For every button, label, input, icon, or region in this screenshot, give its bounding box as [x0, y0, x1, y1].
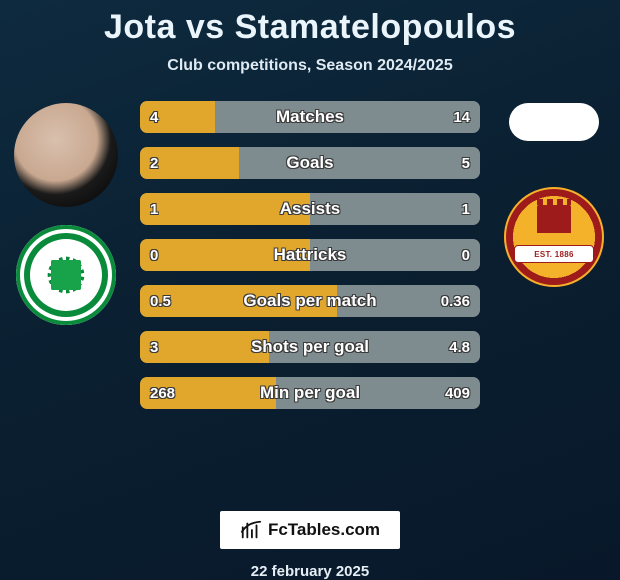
page-root: Jota vs Stamatelopoulos Club competition…	[0, 0, 620, 580]
clover-icon	[51, 260, 81, 290]
left-club-badge	[16, 225, 116, 325]
bar-right	[215, 101, 480, 133]
page-title: Jota vs Stamatelopoulos	[104, 8, 516, 47]
stat-value-right: 5	[452, 147, 480, 179]
stat-bars: 414Matches25Goals11Assists00Hattricks0.5…	[140, 101, 480, 409]
stat-value-left: 2	[140, 147, 168, 179]
tower-icon	[537, 205, 571, 233]
left-player-avatar	[14, 103, 118, 207]
stat-value-left: 0	[140, 239, 168, 271]
stat-row: 11Assists	[140, 193, 480, 225]
stat-value-left: 1	[140, 193, 168, 225]
brand-badge[interactable]: FcTables.com	[220, 511, 400, 549]
stat-value-right: 1	[452, 193, 480, 225]
stat-value-right: 4.8	[439, 331, 480, 363]
stat-row: 414Matches	[140, 101, 480, 133]
stat-value-right: 0	[452, 239, 480, 271]
stat-value-left: 3	[140, 331, 168, 363]
stat-row: 00Hattricks	[140, 239, 480, 271]
stat-value-right: 409	[435, 377, 480, 409]
badge-ribbon: EST. 1886	[514, 245, 594, 263]
right-player-avatar	[509, 103, 599, 141]
stat-value-right: 0.36	[431, 285, 480, 317]
right-player-column: EST. 1886	[494, 103, 614, 287]
brand-mark-icon	[240, 519, 262, 541]
brand-text: FcTables.com	[268, 520, 380, 540]
stat-value-left: 268	[140, 377, 185, 409]
page-subtitle: Club competitions, Season 2024/2025	[167, 57, 452, 75]
left-player-column	[6, 103, 126, 325]
stat-value-left: 4	[140, 101, 168, 133]
comparison-area: EST. 1886 414Matches25Goals11Assists00Ha…	[0, 93, 620, 505]
stat-row: 0.50.36Goals per match	[140, 285, 480, 317]
footer-date: 22 february 2025	[251, 563, 369, 580]
stat-value-left: 0.5	[140, 285, 181, 317]
stat-row: 34.8Shots per goal	[140, 331, 480, 363]
stat-row: 268409Min per goal	[140, 377, 480, 409]
stat-value-right: 14	[443, 101, 480, 133]
right-club-badge: EST. 1886	[504, 187, 604, 287]
stat-row: 25Goals	[140, 147, 480, 179]
bar-right	[239, 147, 480, 179]
